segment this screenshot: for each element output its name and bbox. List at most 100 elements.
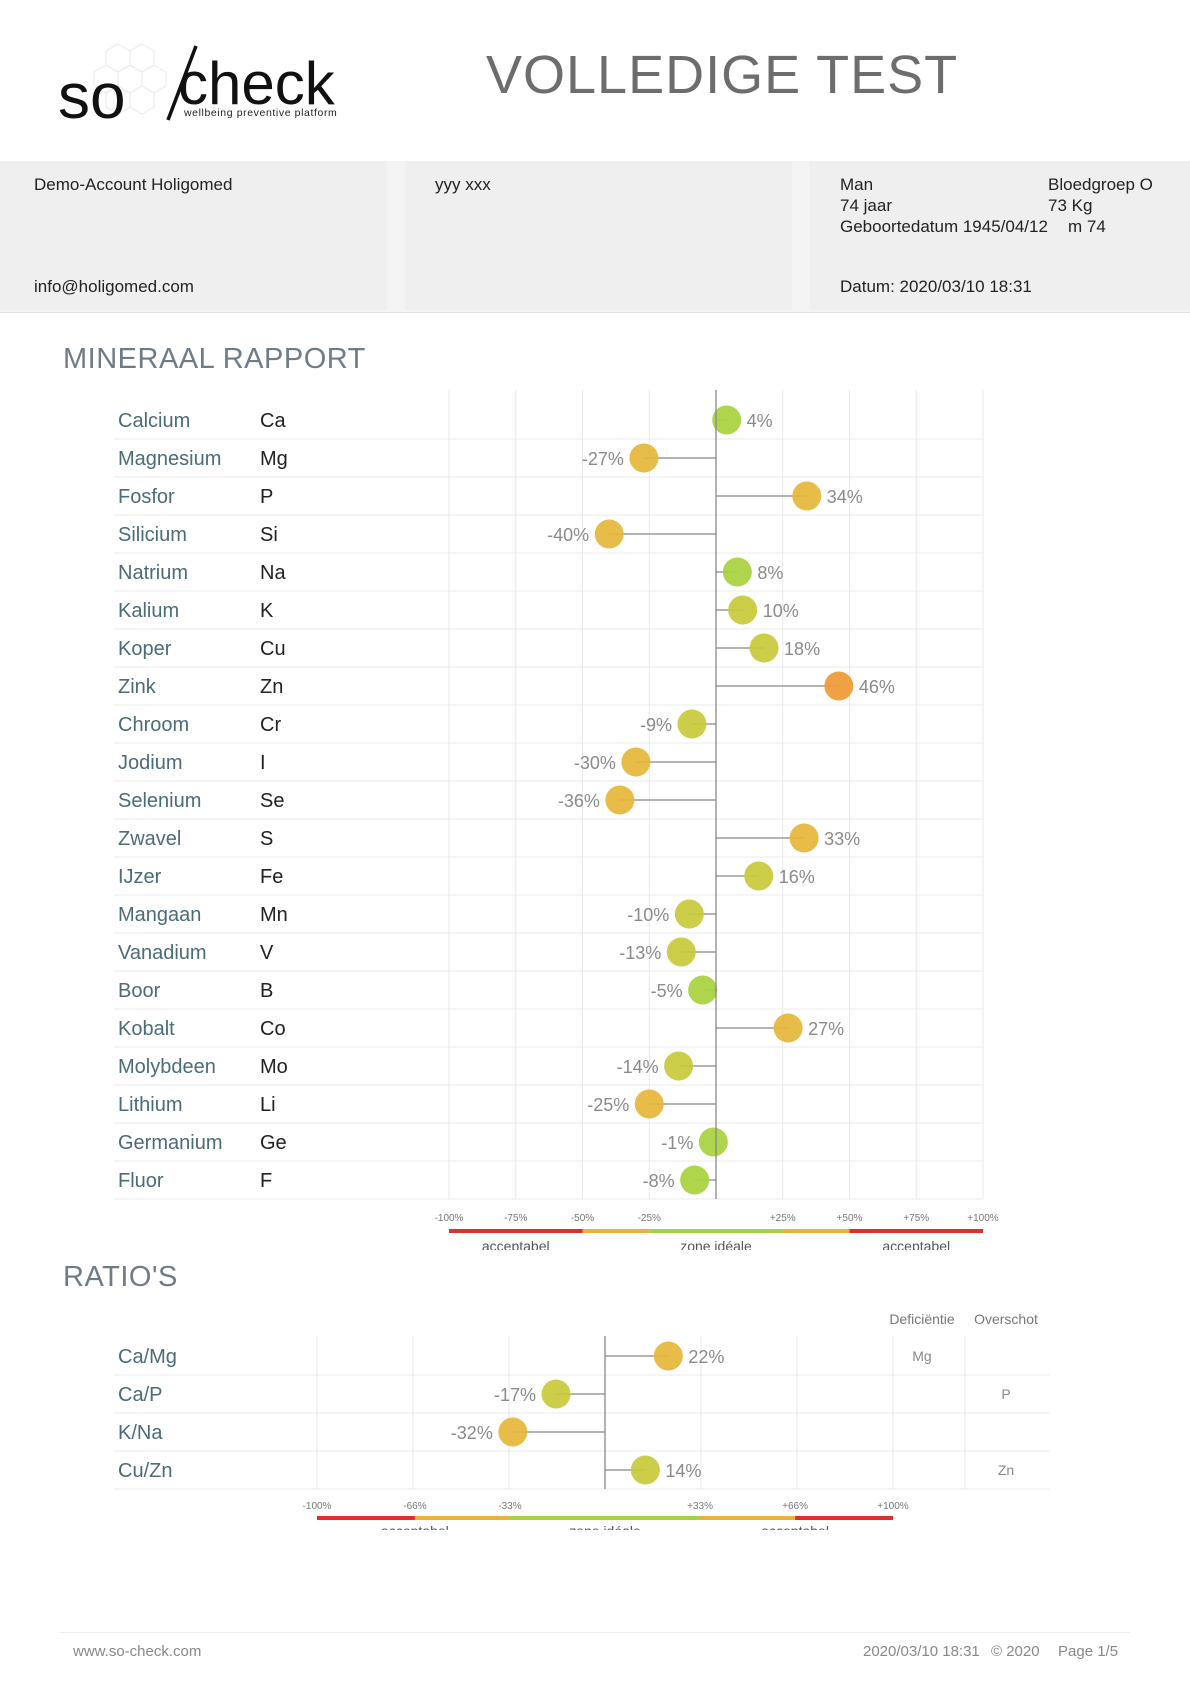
ratio-chart: Deficiëntie Overschot Ca/Mg 22% Mg Ca/P -17% P K…	[114, 1311, 1050, 1530]
point-ijzer	[744, 861, 774, 891]
zone-bar-segment	[509, 1516, 701, 1520]
test-date: Datum: 2020/03/10 18:31	[840, 277, 1032, 296]
mineral-name-jodium: Jodium	[118, 752, 182, 774]
patient-height: m 74	[1068, 217, 1106, 236]
point-zwavel	[789, 823, 819, 853]
scale-tick-label: -100%	[435, 1213, 464, 1224]
ratios-title: RATIO'S	[63, 1261, 178, 1293]
logo-so: so	[58, 60, 126, 132]
mineral-name-fosfor: Fosfor	[118, 486, 175, 508]
point-natrium	[722, 557, 752, 587]
mineral-name-molybdeen: Molybdeen	[118, 1056, 216, 1078]
footer-copyright: © 2020	[991, 1643, 1040, 1660]
mineral-name-calcium: Calcium	[118, 410, 190, 432]
document-title: VOLLEDIGE TEST	[486, 45, 959, 105]
scale-tick-label: +33%	[687, 1501, 713, 1512]
mineral-name-mangaan: Mangaan	[118, 904, 201, 926]
value-label-chroom: -9%	[640, 715, 672, 735]
scale-tick-label: +75%	[903, 1213, 929, 1224]
point-calcium	[712, 405, 742, 435]
point-koper	[749, 633, 779, 663]
value-label-lithium: -25%	[587, 1095, 629, 1115]
zone-bar-segment	[414, 1516, 510, 1520]
zone-bar-segment	[782, 1229, 850, 1233]
mineral-name-magnesium: Magnesium	[118, 448, 221, 470]
point-fluor	[680, 1165, 710, 1195]
mineral-symbol-natrium: Na	[260, 562, 286, 584]
mineral-name-boor: Boor	[118, 980, 161, 1002]
value-label-silicium: -40%	[547, 525, 589, 545]
zone-label: acceptabel	[482, 1238, 550, 1250]
mineral-symbol-boor: B	[260, 980, 273, 1002]
mineral-name-fluor: Fluor	[118, 1170, 164, 1192]
scale-tick-label: +66%	[782, 1501, 808, 1512]
mineral-symbol-jodium: I	[260, 752, 266, 774]
footer-website: www.so-check.com	[73, 1643, 202, 1660]
mineral-symbol-germanium: Ge	[260, 1132, 287, 1154]
point-kalium	[728, 595, 758, 625]
point-vanadium	[666, 937, 696, 967]
mineral-symbol-koper: Cu	[260, 638, 286, 660]
mineral-symbol-fosfor: P	[260, 486, 273, 508]
footer-divider	[60, 1632, 1130, 1633]
mineral-symbol-vanadium: V	[260, 942, 274, 964]
zone-label: acceptabel	[381, 1523, 449, 1530]
point-fosfor	[792, 481, 822, 511]
value-label-kobalt: 27%	[808, 1019, 844, 1039]
scale-tick-label: -25%	[638, 1213, 661, 1224]
zone-bar-segment	[795, 1516, 893, 1520]
logo-check: check	[178, 50, 336, 117]
account-panel: Demo-Account Holigomed info@holigomed.co…	[0, 161, 387, 310]
point-silicium	[594, 519, 624, 549]
ratio-name-ca-mg: Ca/Mg	[118, 1346, 177, 1368]
value-label-molybdeen: -14%	[617, 1057, 659, 1077]
value-label-koper: 18%	[784, 639, 820, 659]
mineral-name-lithium: Lithium	[118, 1094, 182, 1116]
mineral-name-koper: Koper	[118, 638, 172, 660]
excess-cu-zn: Zn	[998, 1462, 1014, 1478]
excess-header: Overschot	[974, 1311, 1038, 1327]
zone-label: zone idéale	[569, 1523, 641, 1530]
point-magnesium	[629, 443, 659, 473]
ratio-name-cu-zn: Cu/Zn	[118, 1460, 172, 1482]
zone-bar-segment	[449, 1229, 583, 1233]
scale-tick-label: -33%	[498, 1501, 521, 1512]
value-label-mangaan: -10%	[627, 905, 669, 925]
zone-bar-segment	[849, 1229, 983, 1233]
mineral-symbol-selenium: Se	[260, 790, 284, 812]
patient-weight: 73 Kg	[1048, 196, 1093, 215]
point-mangaan	[674, 899, 704, 929]
ratio-name-ca-p: Ca/P	[118, 1384, 162, 1406]
ratio-name-k-na: K/Na	[118, 1422, 163, 1444]
value-label-ijzer: 16%	[779, 867, 815, 887]
mineral-name-zink: Zink	[118, 676, 157, 698]
value-label-jodium: -30%	[574, 753, 616, 773]
point-chroom	[677, 709, 707, 739]
account-name: Demo-Account Holigomed	[34, 175, 233, 194]
mineral-symbol-molybdeen: Mo	[260, 1056, 288, 1078]
scale-tick-label: +100%	[967, 1213, 999, 1224]
point-jodium	[621, 747, 651, 777]
value-label-calcium: 4%	[747, 411, 773, 431]
value-label-boor: -5%	[651, 981, 683, 1001]
mineral-name-kobalt: Kobalt	[118, 1018, 175, 1040]
value-label-fluor: -8%	[643, 1171, 675, 1191]
account-email: info@holigomed.com	[34, 277, 194, 296]
point-k-na	[498, 1417, 528, 1447]
mineral-symbol-ijzer: Fe	[260, 866, 283, 888]
point-lithium	[634, 1089, 664, 1119]
value-label-k-na: -32%	[451, 1423, 493, 1443]
mineral-symbol-magnesium: Mg	[260, 448, 288, 470]
patient-age: 74 jaar	[840, 196, 892, 215]
scale-tick-label: -66%	[403, 1501, 426, 1512]
mineral-symbol-lithium: Li	[260, 1094, 276, 1116]
value-label-zwavel: 33%	[824, 829, 860, 849]
mineral-symbol-fluor: F	[260, 1170, 272, 1192]
footer-page-number: Page 1/5	[1058, 1643, 1119, 1660]
mineral-symbol-kobalt: Co	[260, 1018, 286, 1040]
mineral-name-zwavel: Zwavel	[118, 828, 181, 850]
point-ca-mg	[653, 1341, 683, 1371]
mineral-name-chroom: Chroom	[118, 714, 189, 736]
patient-name-panel: yyy xxx	[405, 161, 792, 310]
value-label-zink: 46%	[859, 677, 895, 697]
